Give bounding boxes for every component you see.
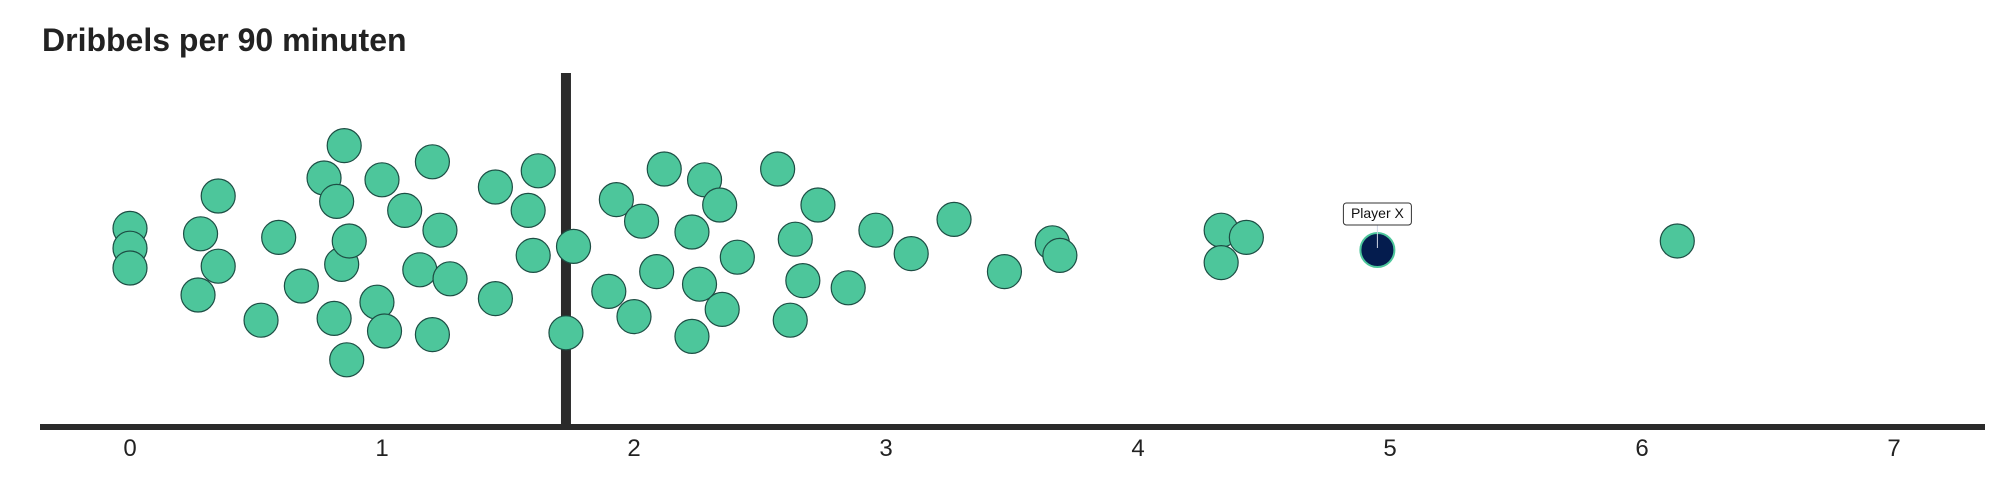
- x-tick-label: 6: [1635, 435, 1648, 462]
- data-point: [674, 318, 710, 354]
- data-point: [326, 128, 362, 164]
- x-tick-label: 2: [627, 435, 640, 462]
- data-point: [200, 248, 236, 284]
- data-point: [772, 302, 808, 338]
- data-point: [364, 162, 400, 198]
- data-point: [180, 277, 216, 313]
- data-point: [646, 151, 682, 187]
- data-point: [777, 221, 813, 257]
- highlight-label: Player X: [1351, 205, 1405, 221]
- data-point: [591, 273, 627, 309]
- data-point: [316, 300, 352, 336]
- data-point: [243, 302, 279, 338]
- x-tick-label: 7: [1887, 435, 1900, 462]
- data-point: [785, 263, 821, 299]
- data-point: [598, 182, 634, 218]
- x-tick-label: 1: [375, 435, 388, 462]
- data-point: [1203, 245, 1239, 281]
- data-point: [387, 192, 423, 228]
- x-tick-label: 4: [1131, 435, 1144, 462]
- data-point: [986, 254, 1023, 290]
- data-point: [319, 183, 355, 219]
- data-point: [623, 203, 660, 239]
- data-point: [719, 239, 755, 275]
- x-axis: 0 1 2 3 4 5 6 7: [40, 424, 1985, 462]
- x-tick-label: 3: [879, 435, 892, 462]
- data-point: [112, 250, 148, 286]
- data-point: [283, 268, 319, 304]
- data-point: [1228, 219, 1264, 255]
- data-point: [830, 270, 866, 306]
- data-point: [893, 236, 929, 272]
- data-point: [548, 315, 584, 351]
- data-point: [616, 299, 652, 335]
- data-point: [520, 153, 556, 189]
- data-point: [858, 212, 894, 248]
- data-point: [200, 178, 236, 214]
- data-point: [402, 252, 438, 288]
- data-point: [704, 291, 740, 327]
- data-point: [760, 151, 796, 187]
- data-point: [261, 219, 297, 255]
- data-point: [331, 223, 367, 259]
- chart-title: Dribbels per 90 minuten: [42, 22, 407, 58]
- data-point: [182, 216, 219, 252]
- data-point: [674, 214, 710, 250]
- data-point: [1042, 237, 1078, 273]
- data-point: [800, 187, 836, 223]
- data-point: [477, 281, 513, 317]
- data-point: [329, 342, 365, 378]
- points-layer: [112, 128, 1695, 378]
- data-point: [639, 254, 675, 290]
- x-tick-label: 5: [1383, 435, 1396, 462]
- data-point: [936, 201, 972, 237]
- data-point: [477, 169, 513, 205]
- data-point: [702, 187, 738, 223]
- highlight-label-box: [1342, 202, 1412, 226]
- data-point: [1659, 223, 1695, 259]
- data-point: [414, 144, 450, 180]
- data-point: [432, 261, 468, 297]
- highlight-layer: Player X: [1342, 202, 1412, 268]
- x-tick-label: 0: [123, 435, 136, 462]
- data-point: [366, 313, 403, 349]
- data-point: [681, 266, 718, 302]
- data-point: [515, 237, 551, 273]
- data-point: [414, 317, 450, 353]
- data-point: [422, 212, 458, 248]
- data-point: [555, 228, 592, 264]
- data-point: [510, 192, 546, 228]
